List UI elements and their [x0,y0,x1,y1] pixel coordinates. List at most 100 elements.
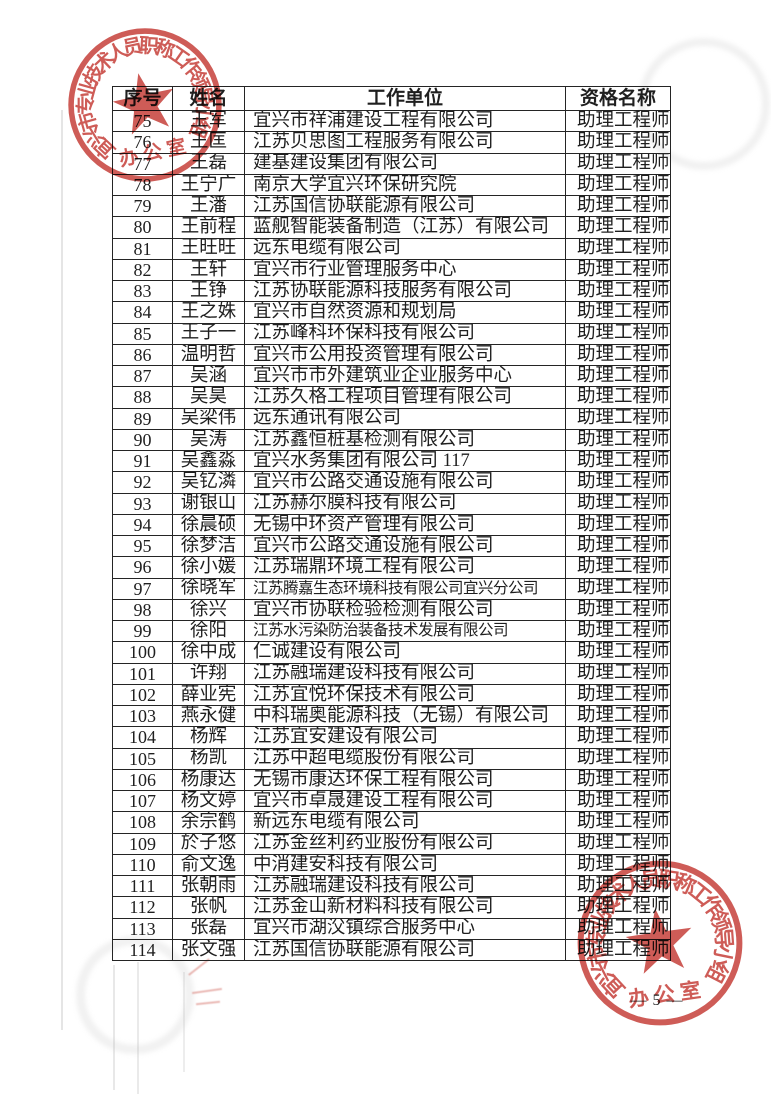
cell-work-unit: 宜兴市卓晟建设工程有限公司 [244,789,566,813]
cell-work-unit: 无锡市康达环保工程有限公司 [244,768,566,792]
table-row: 96 徐小媛 江苏瑞鼎环境工程有限公司 助理工程师 [112,556,671,579]
cell-qualification: 助理工程师 [565,131,671,154]
svg-text:职: 职 [656,867,680,894]
svg-text:市: 市 [583,943,612,969]
column-header-work-unit: 工作单位 [244,86,566,111]
table-row: 90 吴涛 江苏鑫恒桩基检测有限公司 助理工程师 [112,428,671,452]
cell-work-unit: 江苏中超电缆股份有限公司 [244,747,566,770]
cell-name: 杨凯 [172,747,245,770]
cell-serial-number: 111 [112,874,173,898]
cell-qualification: 助理工程师 [565,173,671,197]
cell-name: 王前程 [172,216,245,239]
cell-work-unit: 江苏融瑞建设科技有限公司 [244,874,566,898]
table-row: 107 杨文婷 宜兴市卓晟建设工程有限公司 助理工程师 [112,789,671,813]
cell-serial-number: 89 [112,407,173,430]
cell-name: 王之姝 [172,301,245,324]
table-row: 83 王铮 江苏协联能源科技服务有限公司 助理工程师 [112,279,671,303]
table-row: 101 许翔 江苏融瑞建设科技有限公司 助理工程师 [112,662,671,685]
scan-artifact-line [137,962,139,1094]
ink-smudge [192,987,222,995]
table-row: 78 王宁广 南京大学宜兴环保研究院 助理工程师 [112,173,671,197]
cell-qualification: 助理工程师 [565,811,671,834]
cell-qualification: 助理工程师 [565,322,671,345]
cell-qualification: 助理工程师 [565,364,671,388]
cell-qualification: 助理工程师 [565,386,671,409]
cell-qualification: 助理工程师 [565,492,671,515]
cell-work-unit: 宜兴市祥浦建设工程有限公司 [244,109,566,133]
cell-qualification: 助理工程师 [565,641,671,664]
cell-qualification: 助理工程师 [565,662,671,685]
cell-serial-number: 99 [112,619,173,643]
cell-name: 温明哲 [172,343,245,367]
cell-name: 薛业宪 [172,683,245,707]
cell-name: 余宗鹤 [172,811,245,834]
cell-qualification: 助理工程师 [565,726,671,749]
cell-name: 杨康达 [172,768,245,792]
table-row: 108 余宗鹤 新远东电缆有限公司 助理工程师 [112,811,671,834]
table-row: 105 杨凯 江苏中超电缆股份有限公司 助理工程师 [112,747,671,770]
cell-serial-number: 108 [112,811,173,834]
cell-work-unit: 中消建安科技有限公司 [244,853,566,877]
cell-work-unit: 宜兴市公路交通设施有限公司 [244,534,566,558]
table-row: 110 俞文逸 中消建安科技有限公司 助理工程师 [112,853,671,877]
cell-name: 王轩 [172,258,245,282]
cell-qualification: 助理工程师 [565,853,671,877]
table-row: 87 吴涵 宜兴市市外建筑业企业服务中心 助理工程师 [112,364,671,388]
cell-name: 徐中成 [172,641,245,664]
table-row: 85 王子一 江苏峰科环保科技有限公司 助理工程师 [112,322,671,345]
cell-name: 张朝雨 [172,874,245,898]
cell-name: 张磊 [172,917,245,940]
cell-serial-number: 81 [112,237,173,260]
cell-name: 徐晓军 [172,577,245,600]
table-row: 102 薛业宪 江苏宜悦环保技术有限公司 助理工程师 [112,683,671,707]
cell-work-unit: 新远东电缆有限公司 [244,811,566,834]
cell-serial-number: 82 [112,258,173,282]
table-row: 104 杨辉 江苏宜安建设有限公司 助理工程师 [112,726,671,749]
table-row: 112 张帆 江苏金山新材料科技有限公司 助理工程师 [112,896,671,919]
cell-work-unit: 江苏腾嘉生态环境科技有限公司宜兴分公司 [244,577,566,600]
scan-artifact-line [113,965,115,1090]
qualification-roster-table: 序号 姓名 工作单位 资格名称 75 王军 宜兴市祥浦建设工程有限公司 助理工程… [112,86,671,962]
svg-text:员: 员 [639,867,663,894]
table-row: 92 吴钇潾 宜兴市公路交通设施有限公司 助理工程师 [112,471,671,494]
cell-work-unit: 南京大学宜兴环保研究院 [244,173,566,197]
cell-work-unit: 远东电缆有限公司 [244,237,566,260]
cell-qualification: 助理工程师 [565,471,671,494]
cell-name: 王铮 [172,279,245,303]
svg-text:办公室: 办公室 [117,133,193,171]
cell-name: 俞文逸 [172,853,245,877]
cell-work-unit: 江苏峰科环保科技有限公司 [244,322,566,345]
cell-serial-number: 79 [112,194,173,218]
cell-work-unit: 江苏国信协联能源有限公司 [244,938,566,962]
cell-serial-number: 100 [112,641,173,664]
cell-serial-number: 113 [112,917,173,940]
cell-serial-number: 98 [112,598,173,622]
cell-qualification: 助理工程师 [565,194,671,218]
table-row: 100 徐中成 仁诚建设有限公司 助理工程师 [112,641,671,664]
cell-qualification: 助理工程师 [565,577,671,600]
cell-name: 张文强 [172,938,245,962]
cell-name: 於子悠 [172,832,245,855]
cell-qualification: 助理工程师 [565,556,671,579]
cell-work-unit: 江苏融瑞建设科技有限公司 [244,662,566,685]
page-number: — 5 — [630,992,684,1009]
cell-name: 徐梦洁 [172,534,245,558]
cell-qualification: 助理工程师 [565,279,671,303]
table-row: 103 燕永健 中科瑞奥能源科技（无锡）有限公司 助理工程师 [112,704,671,728]
table-row: 113 张磊 宜兴市湖㳇镇综合服务中心 助理工程师 [112,917,671,940]
cell-work-unit: 江苏水污染防治装备技术发展有限公司 [244,619,566,643]
cell-work-unit: 蓝舰智能装备制造（江苏）有限公司 [244,216,566,239]
cell-name: 吴鑫淼 [172,449,245,473]
cell-qualification: 助理工程师 [565,768,671,792]
ink-smudge [195,1000,221,1006]
cell-qualification: 助理工程师 [565,216,671,239]
cell-serial-number: 101 [112,662,173,685]
cell-serial-number: 95 [112,534,173,558]
cell-work-unit: 宜兴市市外建筑业企业服务中心 [244,364,566,388]
cell-qualification: 助理工程师 [565,683,671,707]
svg-text:专: 专 [74,95,97,115]
cell-serial-number: 106 [112,768,173,792]
svg-text:员: 员 [121,35,145,61]
cell-serial-number: 96 [112,556,173,579]
